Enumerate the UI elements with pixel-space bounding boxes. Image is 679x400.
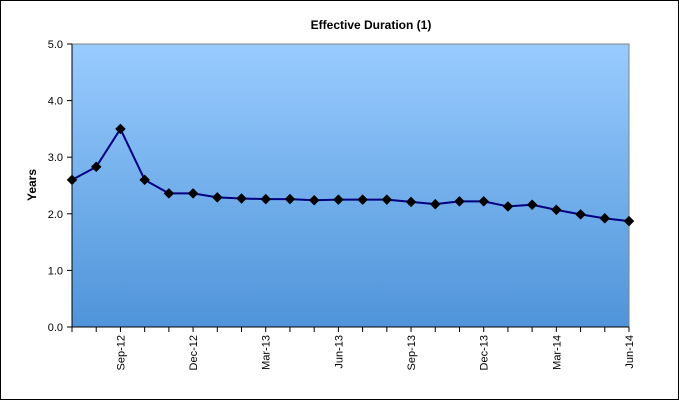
x-tick-label: Sep-12 <box>115 335 127 370</box>
y-tick-label: 3.0 <box>48 152 63 164</box>
y-tick-label: 1.0 <box>48 265 63 277</box>
x-tick-label: Mar-14 <box>551 335 563 370</box>
x-tick-label: Dec-13 <box>479 335 491 370</box>
x-tick-label: Jun-13 <box>333 335 345 369</box>
x-axis: Sep-12 Dec-12 Mar-13 Jun-13 Sep-13 Dec-13 Mar-… <box>72 327 636 370</box>
x-tick-label: Jun-14 <box>624 335 636 369</box>
x-tick-label: Dec-12 <box>188 335 200 370</box>
x-tick-label: Mar-13 <box>261 335 273 370</box>
y-axis-label: Years <box>25 169 39 201</box>
y-axis: 0.0 1.0 2.0 3.0 4.0 5.0 <box>48 39 72 334</box>
y-tick-label: 0.0 <box>48 322 63 334</box>
chart-title: Effective Duration (1) <box>311 18 432 32</box>
y-tick-label: 5.0 <box>48 39 63 51</box>
y-tick-label: 2.0 <box>48 209 63 221</box>
y-tick-label: 4.0 <box>48 96 63 108</box>
x-tick-label: Sep-13 <box>406 335 418 370</box>
